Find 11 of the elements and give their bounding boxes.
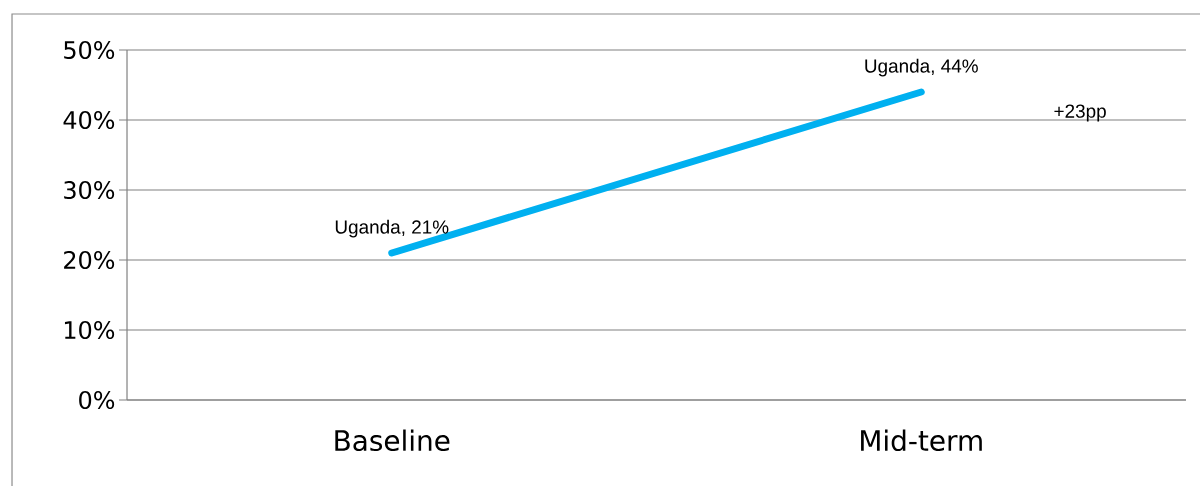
- y-tick-label: 0%: [79, 390, 115, 410]
- annotation: +23pp: [1054, 104, 1106, 122]
- y-tick-label: 50%: [64, 40, 115, 60]
- y-tick-label: 40%: [63, 110, 115, 130]
- x-tick-label: Baseline: [335, 429, 450, 452]
- y-tick-label: 30%: [64, 180, 115, 200]
- data-label: Uganda, 44%: [865, 58, 978, 77]
- x-tick-label: Mid-term: [861, 429, 982, 452]
- y-tick-label: 10%: [64, 320, 115, 340]
- data-label: Uganda, 21%: [335, 219, 449, 238]
- y-tick-label: 20%: [64, 250, 115, 270]
